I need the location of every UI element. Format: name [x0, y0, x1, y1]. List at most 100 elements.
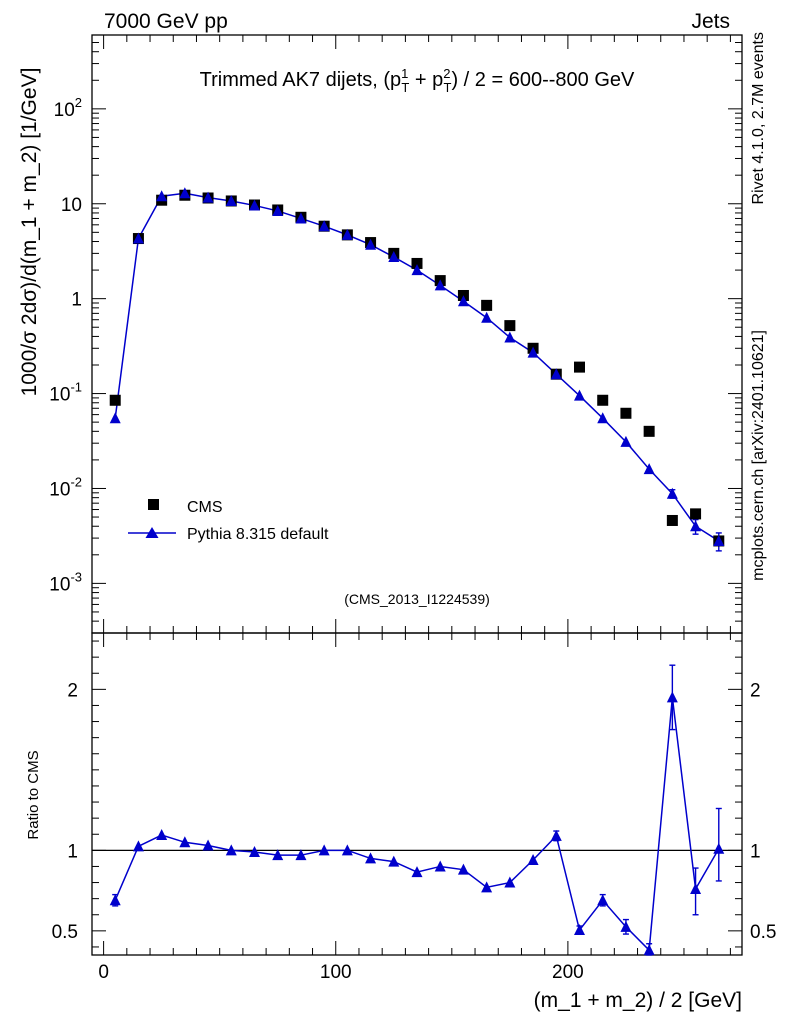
ratio-data-point	[318, 844, 330, 856]
ratio-data-point	[202, 839, 214, 851]
legend: CMS Pythia 8.315 default	[128, 499, 329, 543]
x-tick-label: 200	[552, 962, 584, 983]
ratio-data-point	[457, 863, 469, 875]
mc-data-point	[504, 331, 516, 343]
analysis-id-label: (CMS_2013_I1224539)	[344, 591, 490, 607]
main-y-tick-label: 10-3	[49, 569, 82, 595]
ratio-data-point	[179, 836, 191, 848]
ratio-y-tick-label: 2	[67, 680, 78, 701]
mc-data-point	[434, 279, 446, 291]
ratio-y-tick-label-right: 2	[750, 680, 761, 701]
ratio-data-point	[109, 894, 121, 906]
ratio-data-point	[388, 855, 400, 867]
cms-data-point	[574, 361, 585, 373]
mc-data-point	[179, 187, 191, 199]
cms-data-point	[643, 425, 655, 437]
mc-data-point	[109, 412, 121, 424]
mc-data-point	[132, 232, 144, 244]
mc-data-point	[318, 220, 330, 232]
mc-data-point	[690, 520, 702, 532]
cms-data-point	[620, 407, 632, 419]
ratio-y-tick-label-right: 0.5	[750, 922, 776, 943]
header-left: 7000 GeV pp	[104, 10, 228, 33]
mc-data-point	[550, 368, 562, 380]
ratio-data-point	[643, 944, 655, 956]
cms-data-point	[690, 508, 702, 520]
mc-data-point	[457, 295, 469, 307]
main-y-tick-label: 10	[61, 195, 82, 216]
legend-cms-marker	[148, 499, 159, 510]
ratio-data-point	[225, 844, 237, 856]
ratio-data-point	[504, 876, 516, 888]
mc-data-point	[202, 191, 214, 203]
main-y-tick-label: 1	[71, 290, 82, 311]
cms-data-point	[666, 514, 678, 526]
ratio-y-tick-label-right: 1	[750, 841, 761, 862]
mc-data-point	[295, 212, 307, 224]
main-y-tick-label: 10-1	[49, 380, 82, 406]
mc-data-point	[272, 204, 284, 216]
cms-data-point	[109, 394, 121, 406]
mc-data-point	[156, 190, 168, 202]
mc-data-point	[574, 389, 585, 401]
ratio-data-point	[481, 881, 493, 893]
mc-data-point	[481, 311, 493, 323]
ratio-data-point	[156, 829, 168, 841]
ratio-data-point	[713, 842, 725, 854]
ratio-series-line	[114, 697, 720, 952]
ratio-y-tick-label: 1	[67, 841, 78, 862]
ratio-data-point	[434, 860, 446, 872]
mcplots-reference-text: mcplots.cern.ch [arXiv:2401.10621]	[750, 330, 767, 581]
mc-data-point	[411, 264, 423, 276]
ratio-data-point	[550, 829, 562, 841]
cms-data-point	[411, 257, 423, 269]
ratio-plot-frame	[91, 632, 743, 956]
ratio-data-point	[574, 924, 585, 936]
main-y-tick-label: 102	[54, 95, 82, 121]
mc-data-point	[620, 435, 632, 447]
x-axis-label: (m_1 + m_2) / 2 [GeV]	[534, 989, 742, 1012]
legend-mc-label: Pythia 8.315 default	[187, 526, 329, 543]
mc-data-point	[365, 238, 377, 250]
cms-data-point	[504, 320, 516, 332]
axes-layer: 0 100 200 10-3 10-2 10-1 1 10 102 0.5 0.5 1 1 2 2	[49, 34, 776, 983]
main-plot-frame	[91, 34, 743, 634]
mc-data-point	[643, 463, 655, 475]
ratio-data-point	[690, 882, 702, 894]
ratio-data-point	[597, 894, 609, 906]
cms-data-point	[481, 299, 493, 311]
ratio-data-point	[132, 840, 144, 852]
rivet-version-text: Rivet 4.1.0, 2.7M events	[750, 32, 767, 205]
cms-data-point	[597, 394, 609, 406]
ratio-data-point	[666, 691, 678, 703]
main-data-layer	[109, 187, 725, 552]
mc-data-point	[225, 194, 237, 206]
ratio-y-axis-label: Ratio to CMS	[25, 750, 42, 839]
legend-cms-label: CMS	[187, 499, 223, 516]
header-right: Jets	[691, 10, 730, 33]
x-tick-label: 0	[98, 962, 109, 983]
ratio-data-point	[295, 849, 307, 861]
mc-series-line	[114, 192, 720, 542]
ratio-data-point	[411, 866, 423, 878]
ratio-data-layer	[109, 664, 725, 956]
mc-data-point	[249, 199, 260, 211]
mc-data-point	[597, 412, 609, 424]
mc-data-point	[666, 487, 678, 499]
ratio-data-point	[272, 849, 284, 861]
ratio-data-point	[365, 852, 377, 864]
legend-mc-marker	[145, 527, 159, 538]
ratio-data-point	[249, 845, 260, 857]
main-y-axis-label: 1000/σ 2dσ)/d(m_1 + m_2) [1/GeV]	[18, 68, 41, 397]
mc-data-point	[527, 346, 539, 358]
ratio-y-tick-label: 0.5	[52, 922, 78, 943]
mc-data-point	[341, 228, 353, 240]
plot-title: Trimmed AK7 dijets, (p1 T + p2 T) / 2 = 60…	[200, 66, 635, 95]
ratio-data-point	[527, 854, 539, 866]
ratio-data-point	[341, 844, 353, 856]
mc-data-point	[713, 534, 725, 546]
mc-data-point	[388, 250, 400, 262]
main-y-tick-label: 10-2	[49, 474, 82, 500]
x-tick-label: 100	[320, 962, 352, 983]
